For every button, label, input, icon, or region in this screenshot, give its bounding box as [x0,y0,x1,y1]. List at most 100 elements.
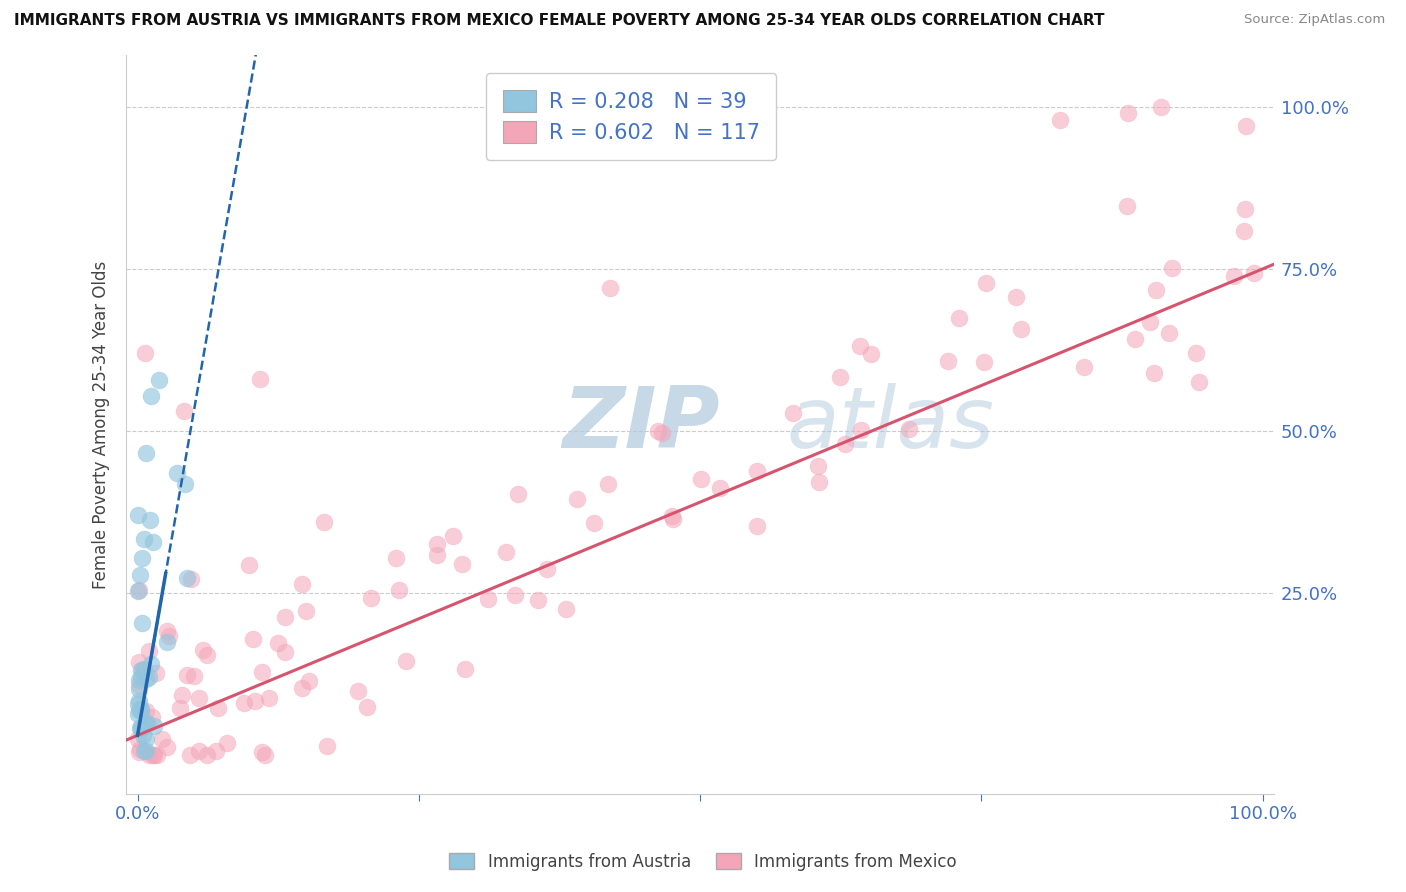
Point [215,736,238,750]
Point [849,339,872,353]
Text: atlas: atlas [786,383,994,466]
Point [156,739,179,754]
Point [135,672,157,686]
Point [948,310,970,325]
Point [245,693,267,707]
Point [356,700,378,714]
Point [170,688,193,702]
Point [253,747,276,762]
Point [128,682,150,697]
Point [128,703,150,717]
Point [157,629,180,643]
Point [252,745,274,759]
Point [312,515,335,529]
Point [1157,326,1180,340]
Point [132,532,155,546]
Point [135,445,157,459]
Point [128,583,150,598]
Point [131,704,153,718]
Point [1073,359,1095,374]
Point [834,437,856,451]
Text: Source: ZipAtlas.com: Source: ZipAtlas.com [1244,13,1385,27]
Point [1234,119,1257,133]
Point [1185,346,1208,360]
Point [1143,366,1166,380]
Point [567,491,589,506]
Point [495,544,517,558]
Point [135,716,157,731]
Point [647,424,669,438]
Point [1161,260,1184,275]
Point [127,584,149,599]
Point [830,370,852,384]
Point [1150,100,1173,114]
Point [851,423,873,437]
Point [131,551,153,566]
Point [138,644,160,658]
Point [860,347,883,361]
Point [127,697,149,711]
Point [384,550,406,565]
Point [187,744,209,758]
Point [195,648,218,663]
Point [267,636,290,650]
Point [426,536,449,550]
Point [169,700,191,714]
Point [974,277,997,291]
Point [745,519,768,533]
Point [1010,322,1032,336]
Point [555,602,578,616]
Point [127,731,149,746]
Point [145,666,167,681]
Point [527,593,550,607]
Point [238,558,260,572]
Point [128,742,150,756]
Point [599,281,621,295]
Point [139,657,162,671]
Point [150,731,173,746]
Point [503,589,526,603]
Point [598,476,620,491]
Point [973,354,995,368]
Point [134,346,156,360]
Point [1004,289,1026,303]
Point [1232,223,1254,237]
Point [689,472,711,486]
Point [139,389,162,403]
Point [782,406,804,420]
Point [129,721,152,735]
Point [477,591,499,606]
Point [295,604,318,618]
Point [898,422,921,436]
Point [506,487,529,501]
Point [388,582,411,597]
Point [131,665,153,679]
Point [441,529,464,543]
Point [173,404,195,418]
Point [127,707,149,722]
Point [128,678,150,692]
Point [179,747,201,762]
Point [134,717,156,731]
Point [135,731,157,746]
Point [395,654,418,668]
Point [273,609,295,624]
Point [1139,315,1161,329]
Text: IMMIGRANTS FROM AUSTRIA VS IMMIGRANTS FROM MEXICO FEMALE POVERTY AMONG 25-34 YEA: IMMIGRANTS FROM AUSTRIA VS IMMIGRANTS FR… [14,13,1105,29]
Point [807,475,830,489]
Legend: R = 0.208   N = 39, R = 0.602   N = 117: R = 0.208 N = 39, R = 0.602 N = 117 [486,73,776,160]
Point [143,718,166,732]
Point [129,720,152,734]
Legend: Immigrants from Austria, Immigrants from Mexico: Immigrants from Austria, Immigrants from… [441,845,965,880]
Point [536,561,558,575]
Point [582,516,605,530]
Point [1233,202,1256,217]
Point [195,747,218,762]
Point [127,508,149,523]
Point [166,466,188,480]
Point [257,691,280,706]
Point [134,715,156,730]
Point [132,744,155,758]
Point [205,744,228,758]
Point [142,747,165,762]
